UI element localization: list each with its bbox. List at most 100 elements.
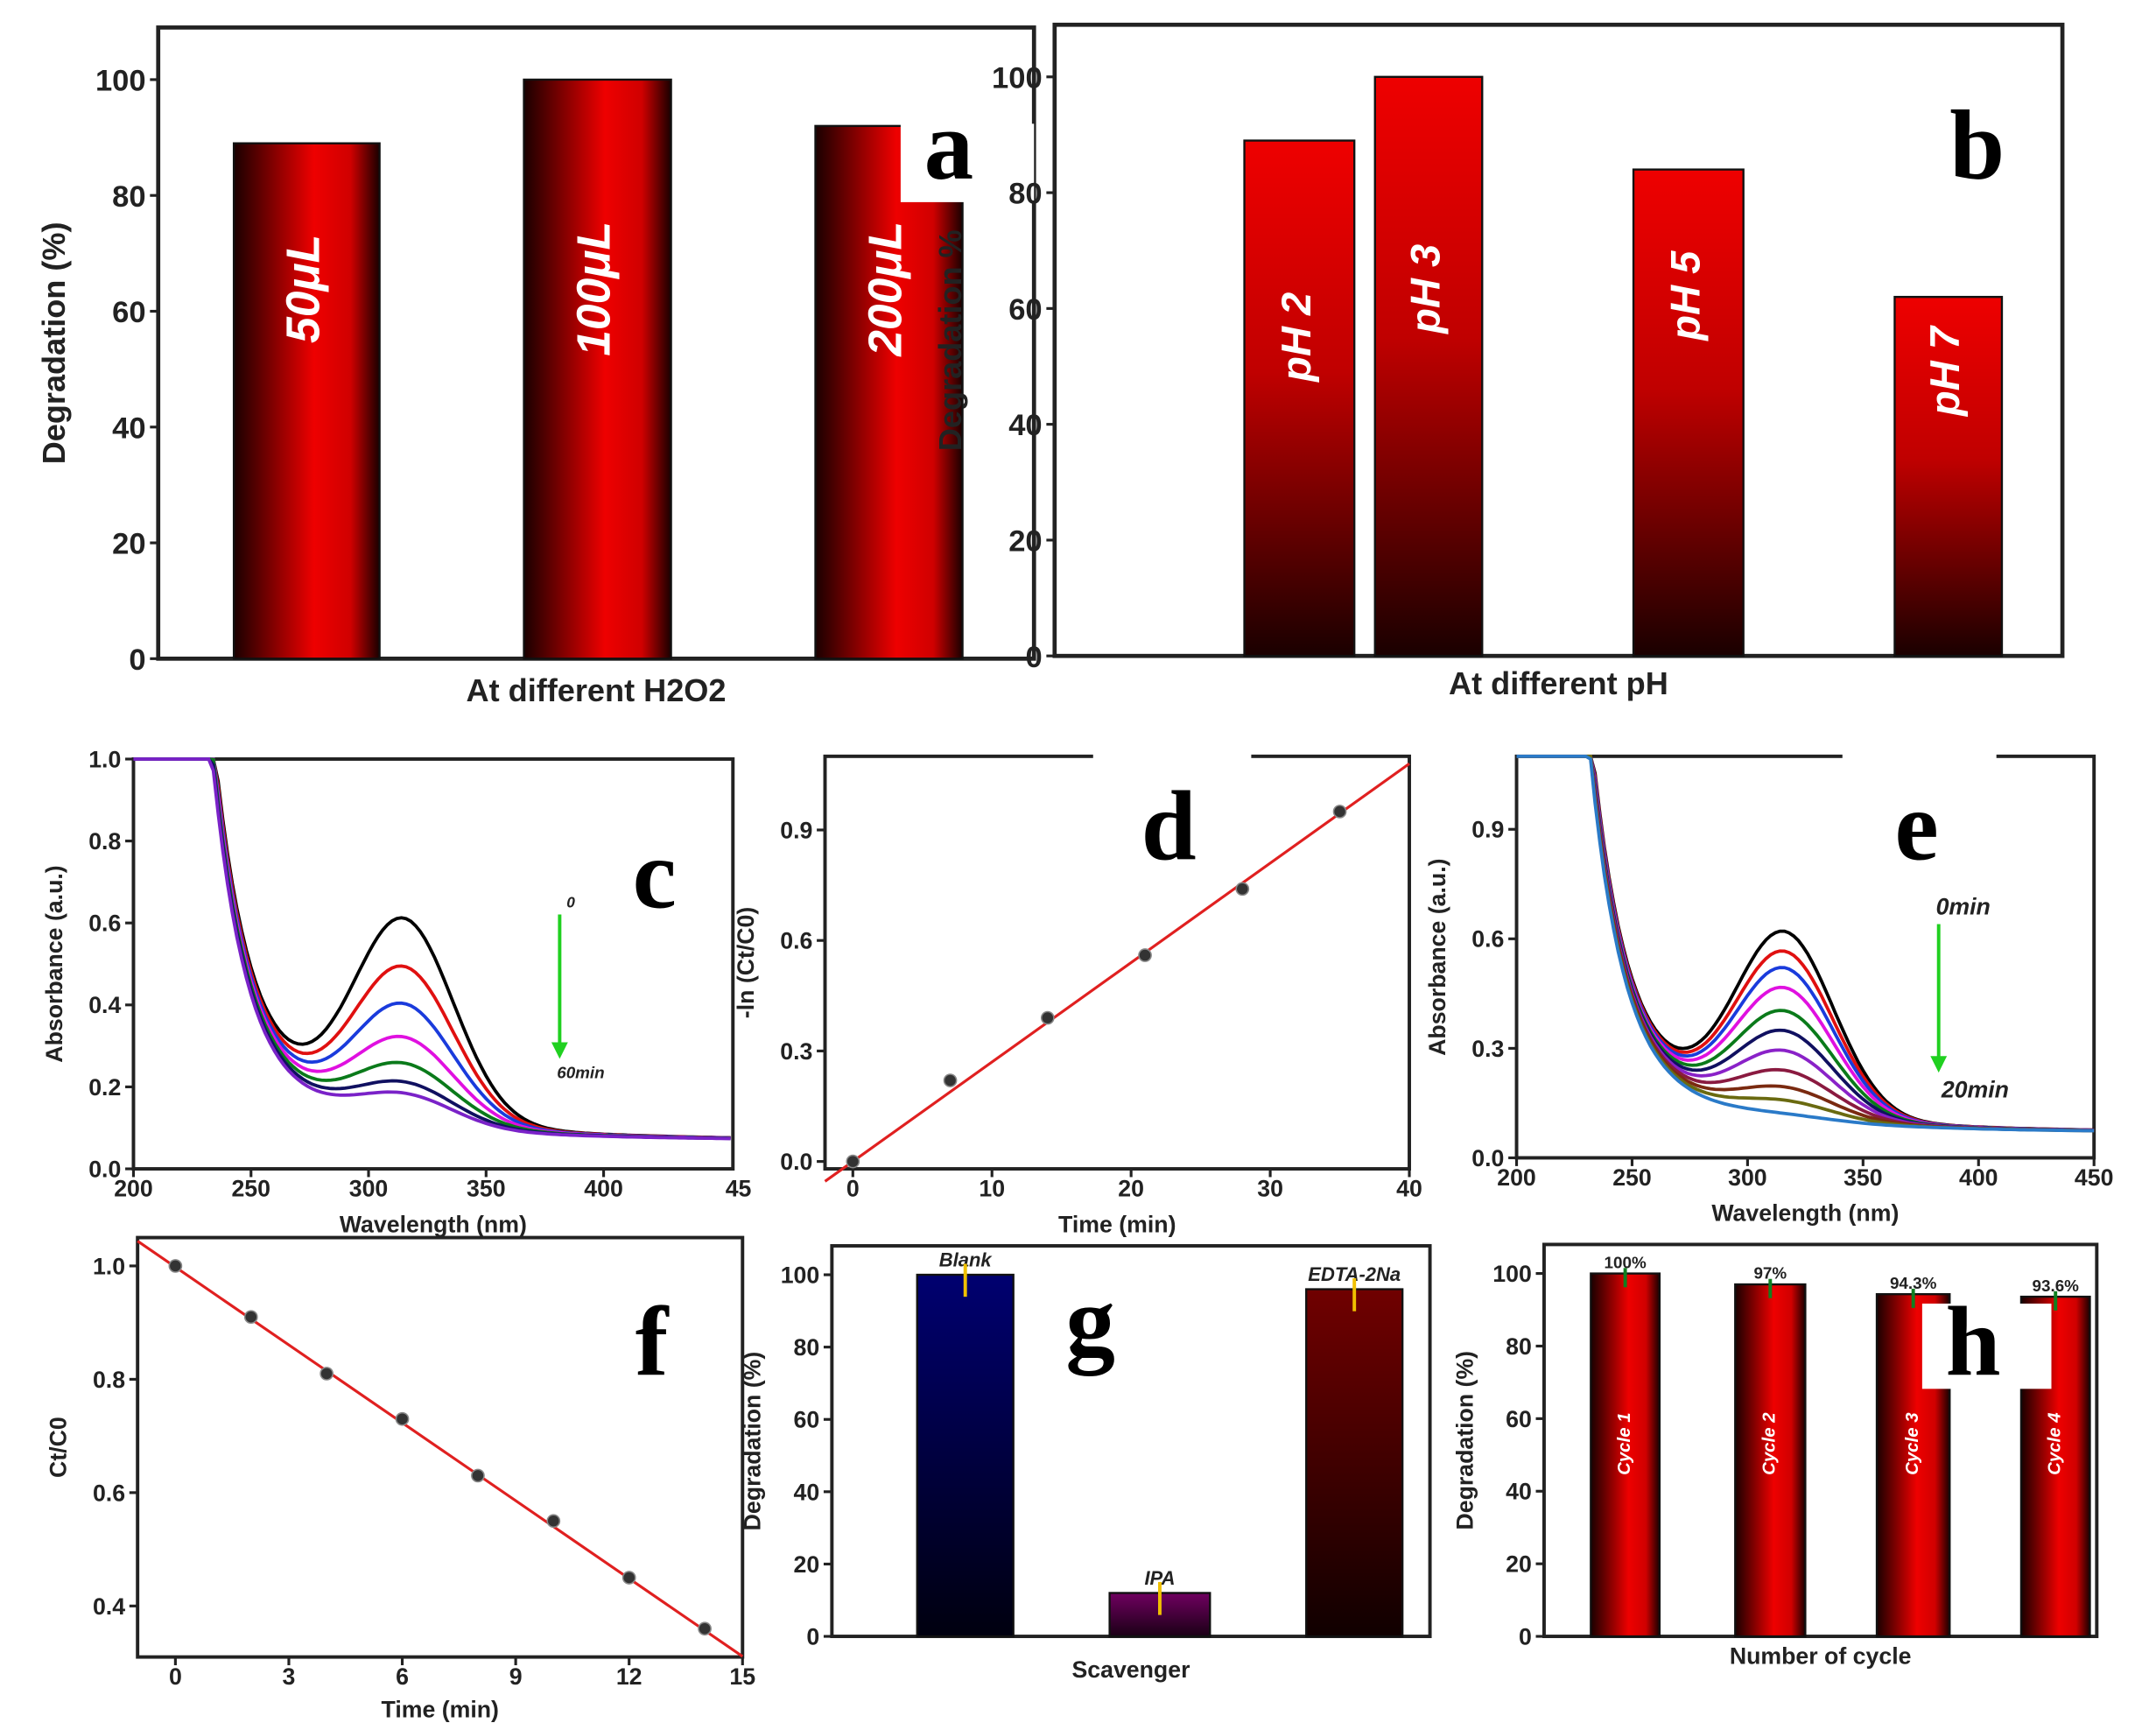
- y-axis-label: Degradation (%): [1451, 1351, 1478, 1530]
- panel-letter: e: [1894, 772, 1938, 882]
- y-axis-label: Absorbance (a.u.): [1424, 858, 1450, 1055]
- y-tick-label: 20: [1008, 524, 1042, 558]
- bar-label: 100μL: [569, 222, 621, 356]
- plot-frame: [1542, 1242, 2099, 1639]
- series-line: [1516, 754, 2095, 1133]
- y-tick-label: 60: [1008, 293, 1042, 327]
- series-line: [1516, 754, 2095, 1133]
- data-point: [395, 1411, 410, 1426]
- bar-label: Cycle 3: [1903, 1412, 1922, 1475]
- bar: [1734, 1283, 1807, 1638]
- frame-gap: [1842, 752, 1997, 763]
- series-line: [1516, 754, 2095, 1133]
- y-tick-label: 1.0: [93, 1253, 125, 1279]
- y-tick-label: 40: [794, 1479, 820, 1505]
- x-axis-label: At different H2O2: [467, 672, 727, 708]
- y-tick-label: 60: [112, 296, 145, 329]
- x-tick-label: 200: [114, 1175, 153, 1201]
- annotation-end: 20min: [1941, 1076, 2009, 1102]
- x-axis-label: Wavelength (nm): [340, 1211, 527, 1237]
- x-axis-label: Wavelength (nm): [1711, 1200, 1899, 1227]
- y-tick-label: 40: [1506, 1479, 1532, 1505]
- y-tick-label: 0.6: [93, 1480, 125, 1506]
- data-label: 94.3%: [1890, 1274, 1937, 1292]
- data-point: [943, 1073, 958, 1087]
- y-tick-label: 100: [1492, 1261, 1532, 1287]
- y-tick-label: 0.0: [1471, 1145, 1504, 1171]
- x-tick-label: 20: [1118, 1175, 1144, 1201]
- bar-label: 50μL: [277, 235, 329, 343]
- series-line: [1516, 754, 2095, 1132]
- y-tick-label: 0.3: [1471, 1036, 1504, 1062]
- bar: [814, 124, 964, 660]
- y-tick-label: 100: [992, 61, 1043, 95]
- y-tick-label: 0: [1025, 641, 1042, 674]
- y-axis-label: Degradation (%): [36, 222, 72, 464]
- bar: [232, 142, 381, 660]
- y-tick-label: 0.2: [88, 1074, 121, 1101]
- y-tick-label: 40: [1008, 409, 1042, 442]
- y-tick-label: 80: [112, 180, 145, 214]
- x-tick-label: 300: [349, 1175, 389, 1201]
- series-line: [1516, 754, 2095, 1133]
- chart-panel-c: 0.0 0.2 0.4 0.6 0.8 1.0 200 250 300 350 400 45 Wavel…: [41, 746, 752, 1237]
- x-tick-label: 450: [2075, 1164, 2114, 1191]
- plot-frame: [131, 757, 735, 1171]
- bar-label: pH 7: [1921, 324, 1968, 418]
- panel-letter: g: [1065, 1267, 1115, 1376]
- x-tick-label: 200: [1497, 1164, 1536, 1191]
- y-tick-label: 0.6: [780, 928, 812, 954]
- bar-label: 200μL: [860, 222, 912, 357]
- y-axis-label: Ct/C0: [46, 1417, 72, 1478]
- x-tick-label: 400: [1959, 1164, 1998, 1191]
- y-tick-label: 0.9: [1471, 817, 1504, 843]
- y-tick-label: 0.8: [88, 828, 121, 854]
- y-tick-label: 20: [112, 528, 145, 561]
- bar: [916, 1273, 1015, 1638]
- y-tick-label: 0.3: [780, 1038, 812, 1065]
- y-tick-label: 100: [95, 65, 146, 98]
- chart-panel-h: 0 20 40 60 80 100 Number of cycle Degradation (…: [1451, 1242, 2099, 1669]
- series-line: [1516, 754, 2095, 1133]
- y-tick-label: 1.0: [88, 746, 121, 772]
- series-line: [133, 757, 731, 1141]
- data-point: [1138, 948, 1152, 962]
- data-point: [698, 1621, 712, 1636]
- y-tick-label: 60: [1506, 1406, 1532, 1432]
- fit-line: [824, 762, 1410, 1183]
- bar-label: Cycle 2: [1760, 1412, 1780, 1475]
- fit-line: [137, 1240, 744, 1658]
- x-tick-label: 10: [979, 1175, 1005, 1201]
- data-label: 100%: [1605, 1253, 1647, 1271]
- data-point: [471, 1468, 485, 1483]
- x-tick-label: 6: [396, 1663, 409, 1690]
- y-tick-label: 0: [129, 643, 145, 677]
- panel-letter: c: [633, 820, 677, 930]
- y-tick-label: 0: [1519, 1623, 1532, 1649]
- x-axis-label: Number of cycle: [1730, 1642, 1912, 1669]
- data-point: [243, 1310, 258, 1325]
- y-tick-label: 0.4: [93, 1593, 125, 1620]
- y-tick-label: 0.0: [88, 1156, 121, 1182]
- data-point: [1040, 1010, 1055, 1025]
- y-tick-label: 0.0: [780, 1149, 812, 1175]
- x-tick-label: 250: [231, 1175, 270, 1201]
- annotation-start: 0: [566, 894, 575, 911]
- bar-label: pH 3: [1401, 244, 1448, 335]
- x-axis-label: Time (min): [382, 1697, 499, 1723]
- data-label: 93.6%: [2033, 1276, 2080, 1295]
- y-tick-label: 80: [1506, 1333, 1532, 1360]
- x-tick-label: 12: [616, 1663, 643, 1690]
- bar-label: pH 2: [1273, 292, 1319, 383]
- x-tick-label: 350: [467, 1175, 506, 1201]
- x-tick-label: 300: [1728, 1164, 1767, 1191]
- x-tick-label: 3: [283, 1663, 296, 1690]
- data-label: 97%: [1753, 1264, 1787, 1283]
- y-axis-label: Degradation %: [932, 229, 968, 451]
- x-axis-label: Scavenger: [1071, 1656, 1190, 1683]
- annotation-end: 60min: [557, 1063, 604, 1081]
- plot-frame: [823, 754, 1411, 1171]
- bar: [523, 78, 672, 660]
